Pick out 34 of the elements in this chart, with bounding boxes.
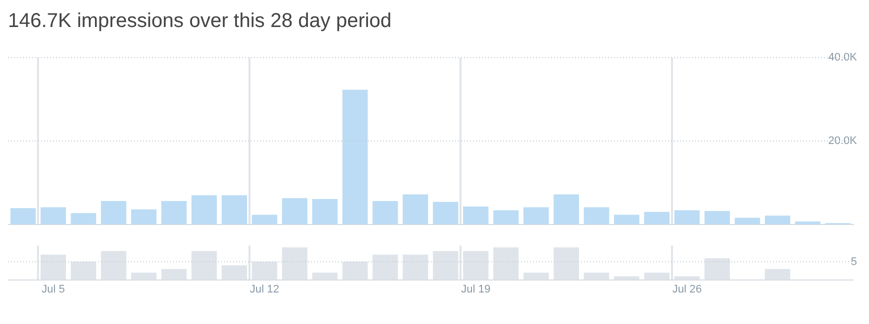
bar: [614, 214, 640, 224]
bar: [554, 194, 579, 224]
bar: [191, 195, 217, 224]
bar: [674, 210, 700, 224]
x-tick-label: Jul 5: [42, 283, 65, 296]
bar: [222, 195, 248, 224]
bar: [493, 210, 519, 224]
bar: [70, 213, 96, 224]
bar: [764, 216, 790, 224]
x-tick-label: Jul 12: [250, 283, 280, 296]
bar: [584, 207, 610, 224]
chart-title: 146.7K impressions over this 28 day period: [8, 10, 393, 33]
y-tick-label: 20.0K: [828, 135, 858, 148]
x-tick-label: Jul 19: [461, 283, 490, 296]
x-tick-label: Jul 26: [672, 283, 702, 296]
bar: [463, 206, 488, 224]
bar: [312, 198, 338, 224]
bar: [252, 214, 278, 224]
y-tick-label: 40.0K: [828, 52, 858, 64]
bar: [644, 212, 670, 224]
bar: [432, 202, 458, 224]
bar: [10, 208, 36, 224]
bar: [40, 207, 66, 224]
bar: [523, 207, 549, 224]
bar: [100, 201, 126, 224]
bar: [704, 211, 730, 224]
bar: [282, 198, 308, 224]
bar: [372, 201, 398, 224]
bar: [161, 201, 187, 224]
bar: [131, 209, 156, 224]
bar: [734, 218, 760, 224]
bar: [402, 194, 428, 224]
bar: [342, 90, 368, 224]
y-tick-label: 5: [850, 256, 857, 268]
